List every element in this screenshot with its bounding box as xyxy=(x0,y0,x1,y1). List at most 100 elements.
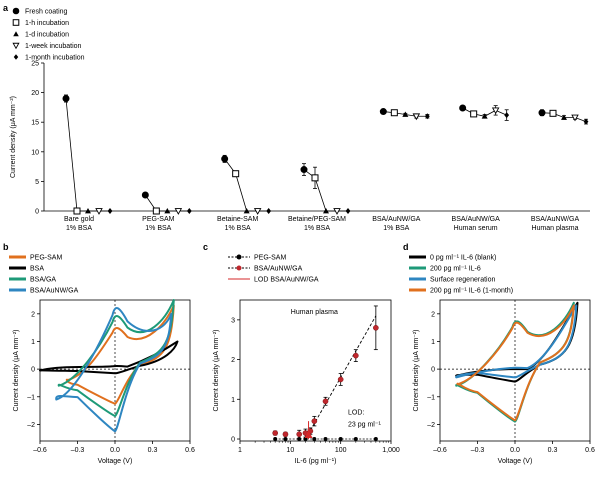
panel-label-d: d xyxy=(403,242,409,252)
panel-c-bsa-point xyxy=(272,430,278,436)
panel-b-x-tick-label: –0.6 xyxy=(33,447,47,454)
panel-a-data-point xyxy=(412,113,421,121)
panel-a-legend-marker xyxy=(12,7,20,15)
panel-d-legend-label: Surface regeneration xyxy=(430,277,495,284)
panel-a-data-point xyxy=(459,104,467,112)
panel-c-y-tick-label: 1 xyxy=(231,397,235,404)
panel-d-legend-label: 200 pg ml⁻¹ IL-6 (1-month) xyxy=(430,288,513,295)
panel-c-x-tick-label: 1,000 xyxy=(382,447,400,454)
panel-a-data-point xyxy=(311,174,319,182)
panel-d-x-tick-label: 0.6 xyxy=(585,447,595,454)
panel-a-data-point xyxy=(470,110,478,118)
panel-b-y-axis-label: Current density (μA mm⁻²) xyxy=(13,329,20,411)
panel-b-x-tick-label: 0.3 xyxy=(148,447,158,454)
panel-d-legend-label: 200 pg ml⁻¹ IL-6 xyxy=(430,266,481,273)
panel-c-legend-marker xyxy=(236,265,242,271)
panel-c-x-axis-label: IL-6 (pg ml⁻¹) xyxy=(295,458,337,465)
panel-a-data-point xyxy=(141,191,149,199)
panel-a-data-point xyxy=(538,109,546,117)
panel-label-b: b xyxy=(3,242,9,252)
panel-c-bsa-point xyxy=(311,418,318,424)
panel-c-bsa-point xyxy=(296,431,302,438)
panel-c-y-tick-label: 2 xyxy=(231,357,235,364)
panel-c-legend-marker xyxy=(236,254,242,260)
panel-c-peg-point xyxy=(283,437,288,442)
panel-a-data-point xyxy=(221,155,229,163)
panel-a-group-label: BSA/AuNW/GA xyxy=(452,216,501,223)
panel-label-a: a xyxy=(3,3,9,13)
panel-c-peg-point xyxy=(273,437,278,442)
panel-c-y-tick-label: 0 xyxy=(231,437,235,444)
panel-c-lod-label: LOD: xyxy=(348,409,364,416)
panel-a-connector-line xyxy=(303,169,348,212)
panel-b-y-tick-label: 2 xyxy=(31,311,35,318)
panel-a-data-point xyxy=(232,170,240,178)
panel-c-legend-label: BSA/AuNW/GA xyxy=(254,266,303,273)
panel-a-data-point xyxy=(85,208,91,214)
panel-b-y-tick-label: –1 xyxy=(27,394,35,401)
panel-c-peg-point xyxy=(323,437,328,442)
panel-c-peg-point xyxy=(373,437,378,442)
panel-c-bsa-point xyxy=(373,325,379,331)
panel-a-group-sublabel: 1% BSA xyxy=(225,225,251,232)
panel-c-bsa-point xyxy=(337,376,344,383)
panel-label-c: c xyxy=(203,242,208,252)
panel-a-group-label: Betaine-SAM xyxy=(217,216,258,223)
panel-a-data-point xyxy=(561,114,567,120)
panel-a-data-point xyxy=(323,208,329,214)
panel-a-legend-marker xyxy=(13,31,19,37)
panel-a-y-tick-label: 15 xyxy=(31,120,39,127)
panel-a-data-point xyxy=(174,208,183,215)
panel-a-data-point xyxy=(186,208,192,214)
panel-d-cv-curve xyxy=(456,304,575,422)
panel-a-group-label: BSA/AuNW/GA xyxy=(372,216,421,223)
panel-c-lod-value: 23 pg ml⁻¹ xyxy=(348,421,382,428)
panel-a-y-tick-label: 25 xyxy=(31,61,39,68)
panel-a-data-point xyxy=(164,208,171,214)
panel-a-legend-marker xyxy=(12,42,20,50)
panel-c-y-tick-label: 3 xyxy=(231,317,235,324)
panel-b-legend-label: BSA/AuNW/GA xyxy=(30,288,79,295)
panel-a-data-point xyxy=(253,208,262,215)
panel-b-y-tick-label: 1 xyxy=(31,339,35,346)
panel-b-cv-curve xyxy=(65,304,175,405)
panel-c-plot-frame xyxy=(239,299,392,442)
panel-a-group-label: BSA/AuNW/GA xyxy=(531,216,580,223)
panel-a-y-tick-label: 10 xyxy=(31,149,39,156)
panel-a-data-point xyxy=(390,109,398,117)
panel-b-x-tick-label: 0.0 xyxy=(110,447,120,454)
panel-c-peg-point xyxy=(312,437,317,442)
panel-b-legend-label: BSA xyxy=(30,266,44,273)
panel-b-x-tick-label: 0.6 xyxy=(185,447,195,454)
panel-c-x-tick-label: 1 xyxy=(238,447,242,454)
panel-a-group-sublabel: Human plasma xyxy=(531,225,578,232)
panel-a-data-point xyxy=(73,207,81,215)
panel-d-legend-label: 0 pg ml⁻¹ IL-6 (blank) xyxy=(430,255,496,262)
panel-a-data-point xyxy=(62,95,70,103)
panel-c-legend-label: LOD BSA/AuNW/GA xyxy=(254,277,319,284)
panel-a-data-point xyxy=(491,107,500,115)
panel-d-x-tick-label: –0.3 xyxy=(471,447,485,454)
panel-d-cv-curve xyxy=(455,304,578,379)
panel-a-data-point xyxy=(583,118,589,125)
panel-b-legend-label: PEG-SAM xyxy=(30,255,62,262)
panel-a-data-point xyxy=(424,113,430,120)
panel-a-group-sublabel: 1% BSA xyxy=(383,225,409,232)
panel-b-x-tick-label: –0.3 xyxy=(71,447,85,454)
panel-b-y-tick-label: 0 xyxy=(31,367,35,374)
panel-a-group-sublabel: 1% BSA xyxy=(304,225,330,232)
panel-a-group-sublabel: Human serum xyxy=(454,225,498,232)
panel-b-cv-curve xyxy=(55,307,173,433)
panel-d-cv-curve xyxy=(455,301,579,383)
panel-a-legend-marker xyxy=(12,19,20,26)
panel-a-data-point xyxy=(345,208,351,214)
panel-d-y-tick-label: 0 xyxy=(431,367,435,374)
panel-a-data-point xyxy=(379,108,387,116)
panel-a-connector-line xyxy=(224,158,269,212)
panel-a-group-sublabel: 1% BSA xyxy=(145,225,171,232)
panel-a-legend-marker xyxy=(13,54,19,60)
panel-a-group-label: Betaine/PEG-SAM xyxy=(288,216,346,223)
panel-a-connector-line xyxy=(65,98,110,212)
panel-a-data-point xyxy=(402,111,409,117)
